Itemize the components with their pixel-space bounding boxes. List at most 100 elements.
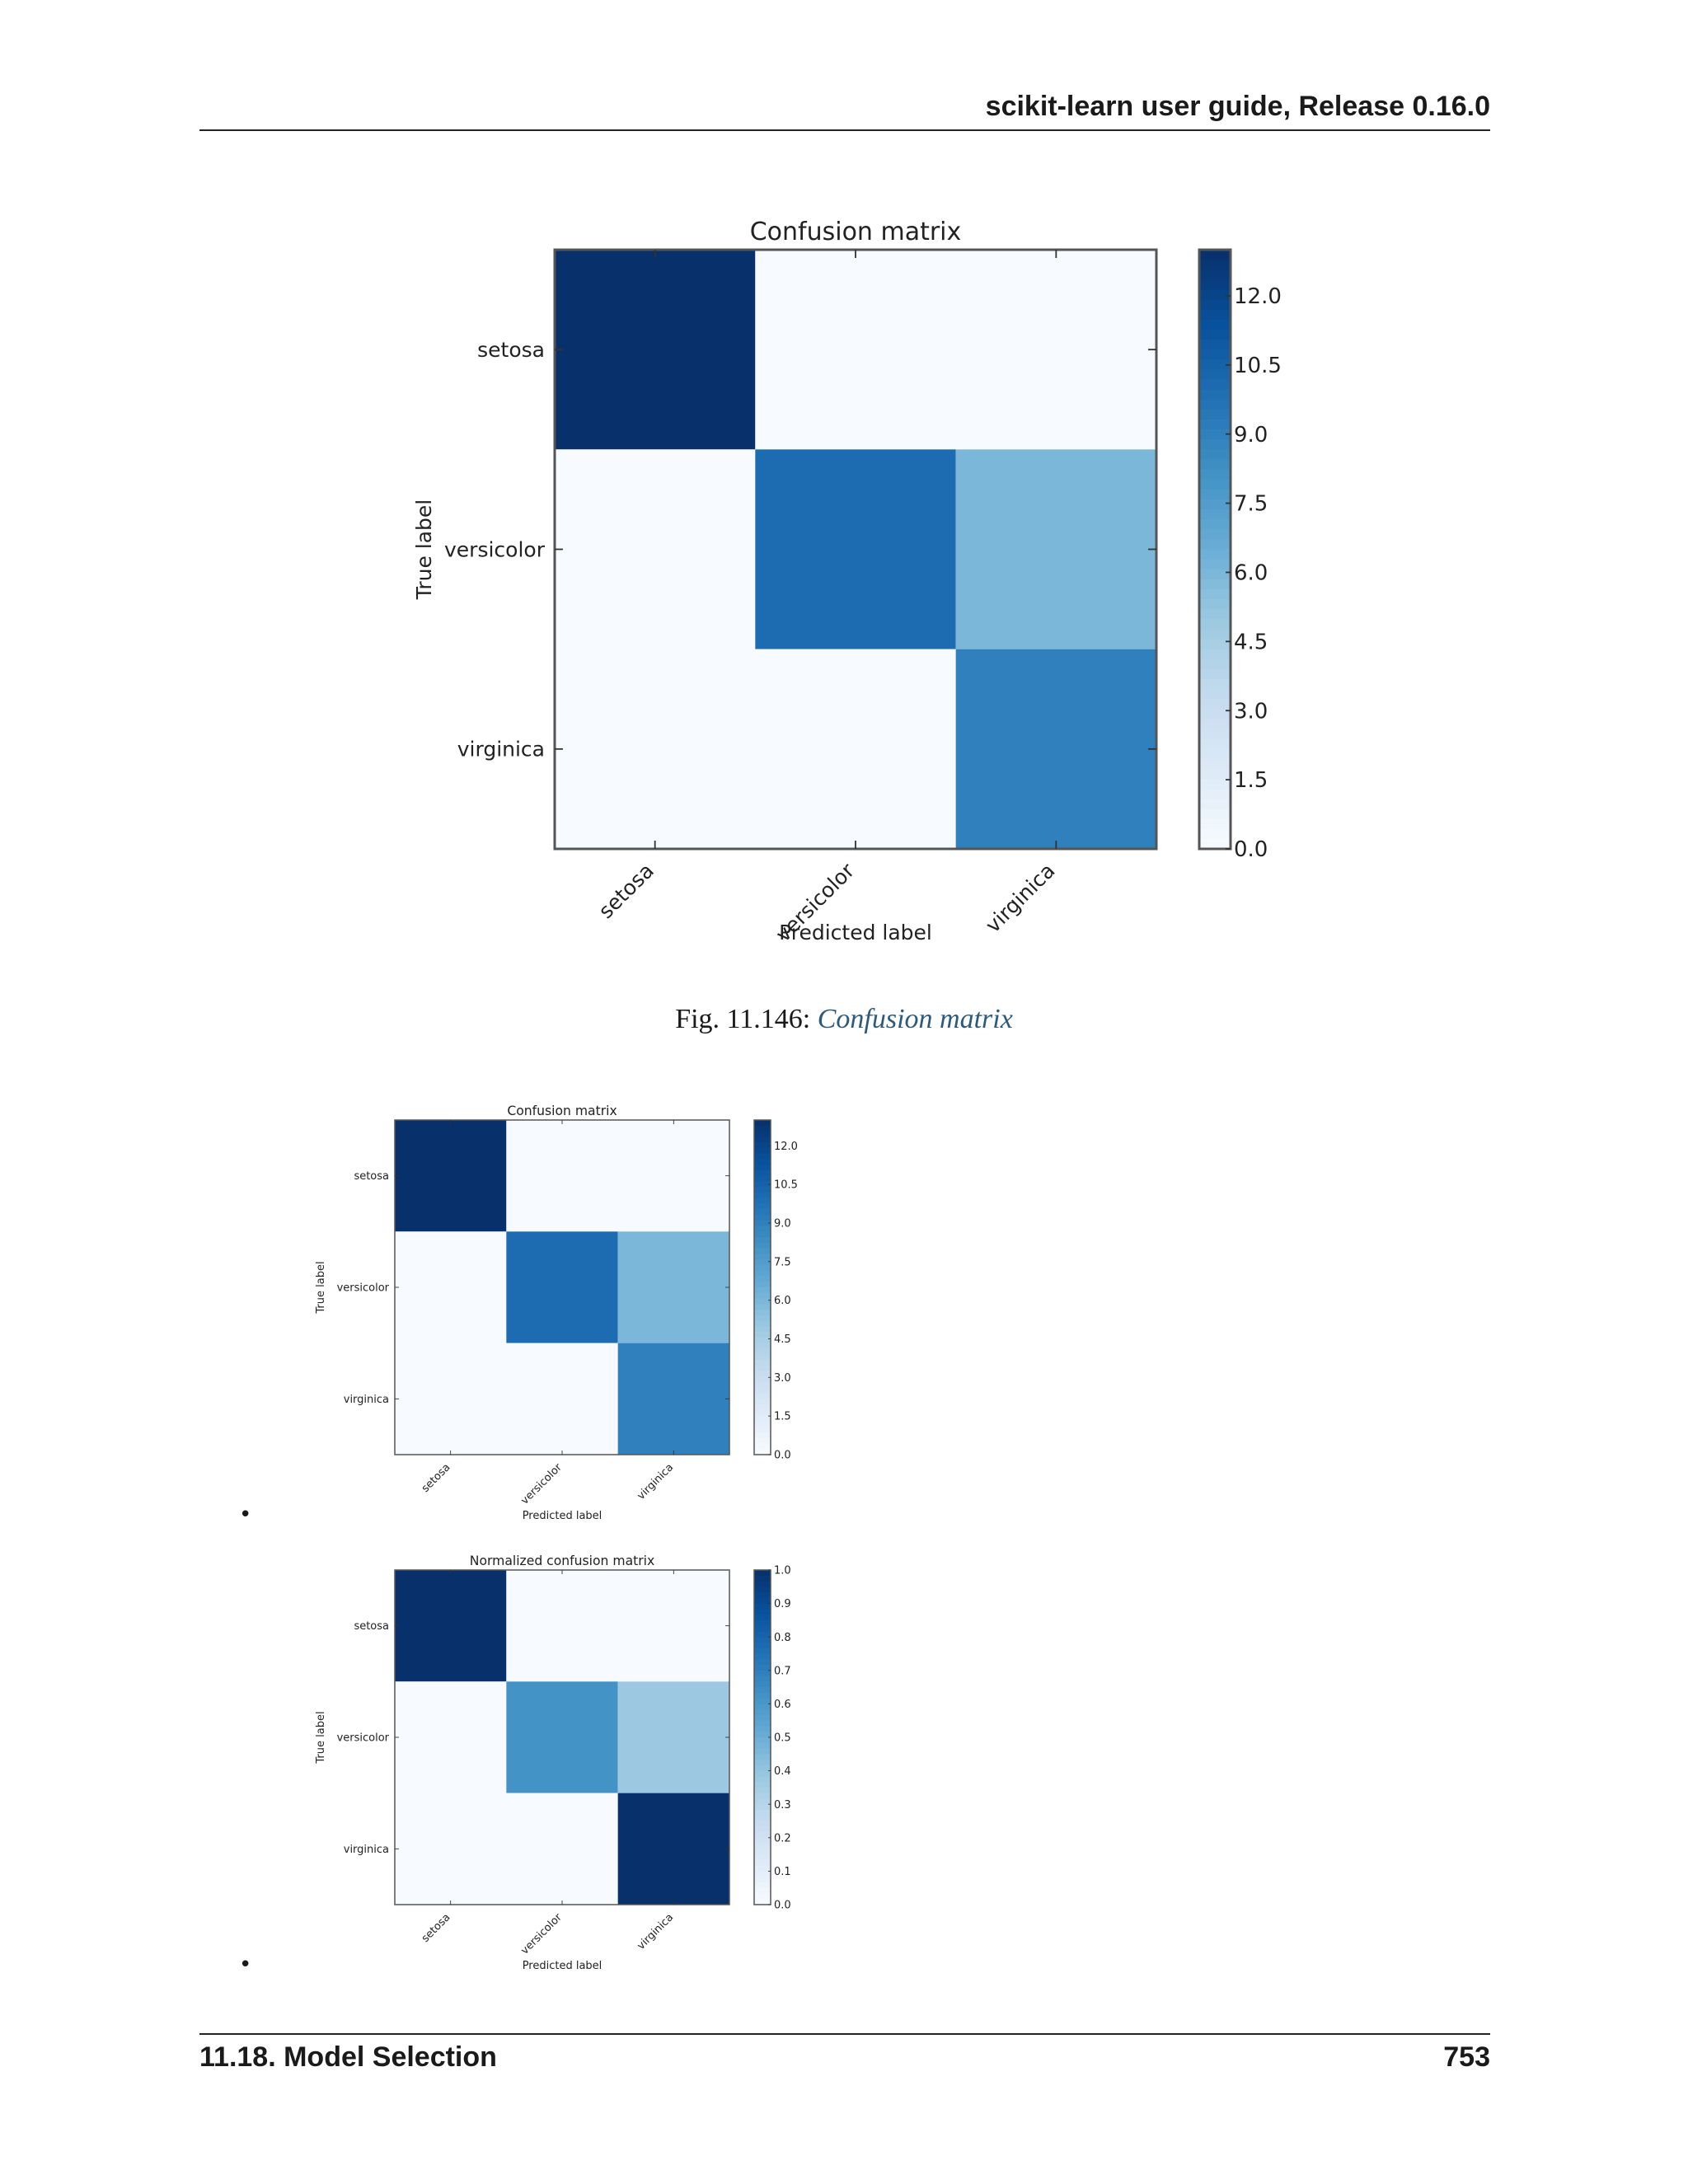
colorbar-tick-label: 0.9 bbox=[774, 1598, 791, 1610]
colorbar-segment bbox=[1199, 260, 1231, 270]
colorbar-segment bbox=[754, 1597, 771, 1605]
colorbar-segment bbox=[1199, 429, 1231, 440]
colorbar-segment bbox=[754, 1259, 771, 1266]
colorbar-segment bbox=[1199, 449, 1231, 461]
x-axis-label: Predicted label bbox=[523, 1960, 603, 1972]
colorbar-segment bbox=[754, 1242, 771, 1249]
colorbar-segment bbox=[754, 1187, 771, 1193]
colorbar-segment bbox=[754, 1581, 771, 1587]
colorbar-segment bbox=[754, 1393, 771, 1399]
colorbar-segment bbox=[754, 1726, 771, 1732]
colorbar-segment bbox=[754, 1732, 771, 1738]
colorbar-segment bbox=[1199, 569, 1231, 580]
heatmap-cell bbox=[395, 1120, 507, 1232]
colorbar-segment bbox=[1199, 619, 1231, 630]
colorbar-segment bbox=[754, 1882, 771, 1889]
colorbar-segment bbox=[754, 1720, 771, 1727]
colorbar-segment bbox=[1199, 250, 1231, 260]
colorbar-segment bbox=[754, 1437, 771, 1445]
colorbar-segment bbox=[1199, 269, 1231, 280]
colorbar-segment bbox=[1199, 808, 1231, 820]
colorbar-segment bbox=[754, 1815, 771, 1822]
colorbar-segment bbox=[1199, 779, 1231, 790]
y-tick-label: setosa bbox=[354, 1620, 389, 1633]
colorbar-segment bbox=[754, 1575, 771, 1582]
colorbar-segment bbox=[1199, 769, 1231, 780]
colorbar-segment bbox=[754, 1125, 771, 1132]
colorbar-segment bbox=[754, 1754, 771, 1760]
colorbar-segment bbox=[754, 1704, 771, 1710]
x-tick-label: setosa bbox=[420, 1461, 453, 1495]
y-axis-label: True label bbox=[315, 1261, 327, 1314]
colorbar-segment bbox=[1199, 828, 1231, 840]
colorbar-segment bbox=[1199, 748, 1231, 760]
heatmap-cell bbox=[617, 1793, 729, 1905]
colorbar-segment bbox=[754, 1348, 771, 1355]
colorbar-segment bbox=[754, 1849, 771, 1855]
colorbar-segment bbox=[754, 1443, 771, 1450]
colorbar-segment bbox=[754, 1131, 771, 1137]
colorbar-segment bbox=[754, 1226, 771, 1232]
colorbar-segment bbox=[1199, 789, 1231, 800]
colorbar-segment bbox=[754, 1421, 771, 1427]
x-tick-label: virginica bbox=[635, 1911, 676, 1952]
colorbar-segment bbox=[1199, 679, 1231, 690]
colorbar-segment bbox=[1199, 379, 1231, 391]
colorbar-segment bbox=[754, 1887, 771, 1895]
colorbar-segment bbox=[754, 1376, 771, 1383]
colorbar-segment bbox=[754, 1354, 771, 1361]
colorbar-segment bbox=[754, 1631, 771, 1638]
y-tick-label: setosa bbox=[477, 338, 545, 362]
colorbar-segment bbox=[754, 1809, 771, 1816]
colorbar-segment bbox=[754, 1282, 771, 1288]
colorbar-segment bbox=[1199, 409, 1231, 420]
heatmap-cell bbox=[755, 449, 956, 649]
colorbar-tick-label: 9.0 bbox=[774, 1217, 791, 1230]
colorbar-segment bbox=[754, 1310, 771, 1316]
colorbar-tick-label: 6.0 bbox=[1234, 561, 1268, 586]
colorbar-segment bbox=[754, 1821, 771, 1827]
figure-caption-link[interactable]: Confusion matrix bbox=[817, 1004, 1013, 1034]
colorbar-segment bbox=[1199, 658, 1231, 670]
page-number: 753 bbox=[1443, 2041, 1490, 2073]
colorbar-tick-label: 0.6 bbox=[774, 1699, 791, 1711]
colorbar-segment bbox=[754, 1220, 771, 1227]
heatmap-cell bbox=[555, 649, 756, 849]
colorbar-segment bbox=[754, 1298, 771, 1305]
colorbar-segment bbox=[754, 1165, 771, 1171]
colorbar-segment bbox=[754, 1653, 771, 1660]
colorbar-segment bbox=[754, 1692, 771, 1699]
x-tick-label: versicolor bbox=[518, 1911, 565, 1957]
colorbar-tick-label: 10.5 bbox=[774, 1179, 798, 1192]
normalized-confusion-matrix-chart: Normalized confusion matrix setosa versico… bbox=[315, 1554, 791, 1972]
colorbar-segment bbox=[1199, 649, 1231, 660]
colorbar-tick-label: 0.3 bbox=[774, 1799, 791, 1811]
colorbar-tick-label: 4.5 bbox=[774, 1333, 791, 1346]
colorbar-tick-label: 0.7 bbox=[774, 1665, 791, 1677]
colorbar-segment bbox=[754, 1387, 771, 1394]
x-axis-label: Predicted label bbox=[523, 1510, 603, 1522]
colorbar-tick-label: 12.0 bbox=[774, 1141, 798, 1153]
colorbar-segment bbox=[1199, 599, 1231, 610]
colorbar-segment bbox=[754, 1427, 771, 1433]
colorbar-segment bbox=[754, 1215, 771, 1221]
y-tick-label: virginica bbox=[344, 1844, 389, 1856]
colorbar-segment bbox=[754, 1770, 771, 1777]
colorbar-tick-label: 7.5 bbox=[774, 1256, 791, 1268]
colorbar-segment bbox=[754, 1248, 771, 1254]
colorbar-segment bbox=[754, 1782, 771, 1788]
colorbar-segment bbox=[754, 1798, 771, 1805]
heatmap-cell bbox=[955, 649, 1156, 849]
y-tick-label: versicolor bbox=[337, 1282, 390, 1295]
colorbar-segment bbox=[754, 1343, 771, 1350]
colorbar-segment bbox=[754, 1899, 771, 1905]
heatmap-cell bbox=[506, 1681, 618, 1793]
footer-rule bbox=[199, 2033, 1490, 2035]
heatmap-cell bbox=[506, 1343, 618, 1455]
colorbar-segment bbox=[754, 1254, 771, 1260]
colorbar-segment bbox=[1199, 369, 1231, 381]
colorbar-tick-label: 3.0 bbox=[774, 1372, 791, 1385]
y-tick-label: versicolor bbox=[444, 537, 546, 561]
list-bullet: • bbox=[239, 1502, 252, 1527]
colorbar-tick-label: 10.5 bbox=[1234, 354, 1282, 378]
